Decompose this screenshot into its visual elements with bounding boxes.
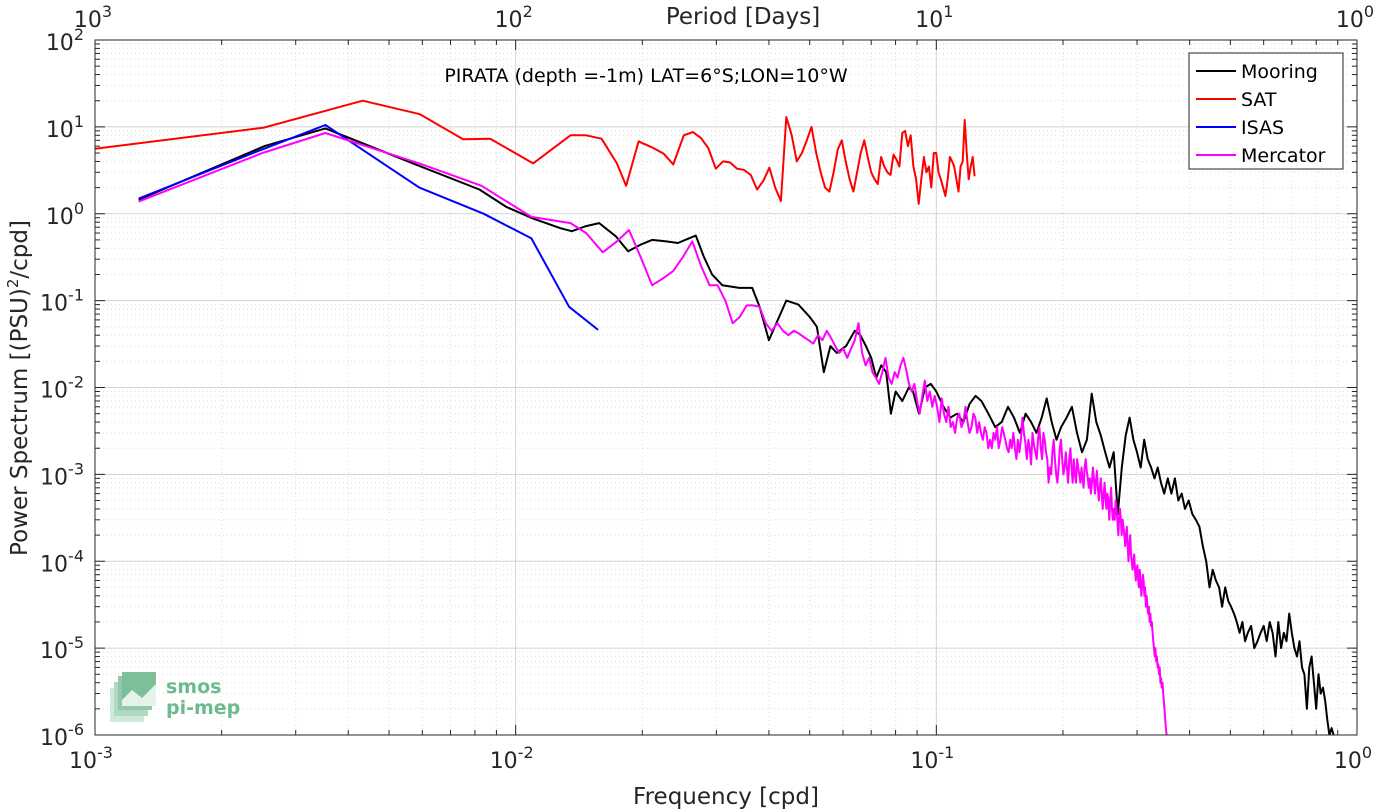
y-axis-label-main: Power Spectrum [(PSU) — [7, 288, 33, 556]
top-tick-label-exponent: 3 — [102, 2, 112, 21]
x-tick-label-exponent: -3 — [97, 743, 113, 762]
top-tick-label: 100 — [1336, 2, 1374, 33]
logo-mark — [110, 672, 156, 722]
y-tick-label-exponent: -6 — [68, 720, 84, 739]
y-tick-label: 100 — [46, 199, 84, 230]
y-tick-label: 10-2 — [40, 373, 84, 404]
y-tick-label-base: 10 — [40, 292, 68, 317]
legend-box — [1188, 52, 1344, 170]
logo-text-smos: smos — [166, 676, 221, 698]
x-tick-label-base: 10 — [490, 749, 518, 774]
y-axis-label-tail: /cpd] — [7, 220, 33, 279]
legend: Mooring SAT ISAS Mercator — [1188, 52, 1344, 170]
smos-pi-mep-logo: smos pi-mep — [110, 672, 240, 722]
x-tick-label-exponent: 0 — [1362, 743, 1372, 762]
y-tick-label: 101 — [46, 112, 84, 143]
top-tick-label-exponent: 2 — [523, 2, 533, 21]
legend-label-isas: ISAS — [1241, 117, 1284, 139]
y-tick-label-exponent: 2 — [74, 25, 84, 44]
top-tick-label-exponent: 1 — [943, 2, 953, 21]
tick-marks — [94, 39, 1358, 736]
y-tick-label-base: 10 — [40, 726, 68, 751]
y-tick-label-base: 10 — [40, 379, 68, 404]
x-tick-labels: 10-3 10-2 10-1 100 — [69, 743, 1372, 774]
y-tick-label-exponent: -5 — [68, 633, 84, 652]
y-tick-label-base: 10 — [40, 639, 68, 664]
top-tick-labels: 103 102 101 100 — [74, 2, 1374, 33]
y-tick-label: 10-6 — [40, 720, 84, 751]
y-tick-label-base: 10 — [46, 118, 74, 143]
top-axis-label: Period [Days] — [666, 4, 820, 30]
y-tick-label-exponent: -3 — [68, 459, 84, 478]
top-tick-label-base: 10 — [915, 8, 943, 33]
x-tick-label: 100 — [1334, 743, 1372, 774]
y-tick-label-base: 10 — [40, 552, 68, 577]
series-line-sat — [95, 99, 976, 205]
y-tick-label-exponent: -2 — [68, 373, 84, 392]
y-tick-label: 102 — [46, 25, 84, 56]
series-line-isas — [138, 124, 599, 331]
x-tick-label-base: 10 — [910, 749, 938, 774]
x-axis-label: Frequency [cpd] — [633, 784, 819, 809]
y-tick-label-exponent: 0 — [74, 199, 84, 218]
x-tick-label: 10-1 — [910, 743, 954, 774]
y-tick-label-exponent: -4 — [68, 546, 84, 565]
y-axis-label-superscript: 2 — [4, 279, 22, 289]
x-tick-label-base: 10 — [1334, 749, 1362, 774]
x-tick-label: 10-2 — [490, 743, 534, 774]
y-tick-label-base: 10 — [46, 205, 74, 230]
y-tick-label-exponent: -1 — [68, 286, 84, 305]
top-tick-label: 102 — [495, 2, 533, 33]
y-tick-label-exponent: 1 — [74, 112, 84, 131]
x-tick-label-exponent: -1 — [938, 743, 954, 762]
x-tick-label: 10-3 — [69, 743, 113, 774]
x-tick-label-base: 10 — [69, 749, 97, 774]
legend-label-mercator: Mercator — [1241, 145, 1326, 167]
legend-label-sat: SAT — [1241, 89, 1277, 111]
top-tick-label: 101 — [915, 2, 953, 33]
logo-text-pi-mep: pi-mep — [166, 697, 240, 719]
top-tick-label-base: 10 — [495, 8, 523, 33]
legend-label-mooring: Mooring — [1241, 61, 1318, 83]
chart-title: PIRATA (depth =-1m) LAT=6°S;LON=10°W — [444, 65, 848, 87]
series-line-mercator — [138, 132, 1168, 735]
top-tick-label-base: 10 — [74, 8, 102, 33]
y-tick-label-base: 10 — [46, 31, 74, 56]
y-tick-label: 10-4 — [40, 546, 84, 577]
y-tick-label: 10-5 — [40, 633, 84, 664]
series-layer — [95, 99, 1335, 735]
y-tick-label-base: 10 — [40, 465, 68, 490]
top-tick-label-base: 10 — [1336, 8, 1364, 33]
y-axis-label: Power Spectrum [(PSU)2/cpd] — [4, 220, 33, 556]
top-tick-label-exponent: 0 — [1364, 2, 1374, 21]
y-tick-label: 10-1 — [40, 286, 84, 317]
y-tick-label: 10-3 — [40, 459, 84, 490]
top-tick-label: 103 — [74, 2, 112, 33]
x-tick-label-exponent: -2 — [518, 743, 534, 762]
